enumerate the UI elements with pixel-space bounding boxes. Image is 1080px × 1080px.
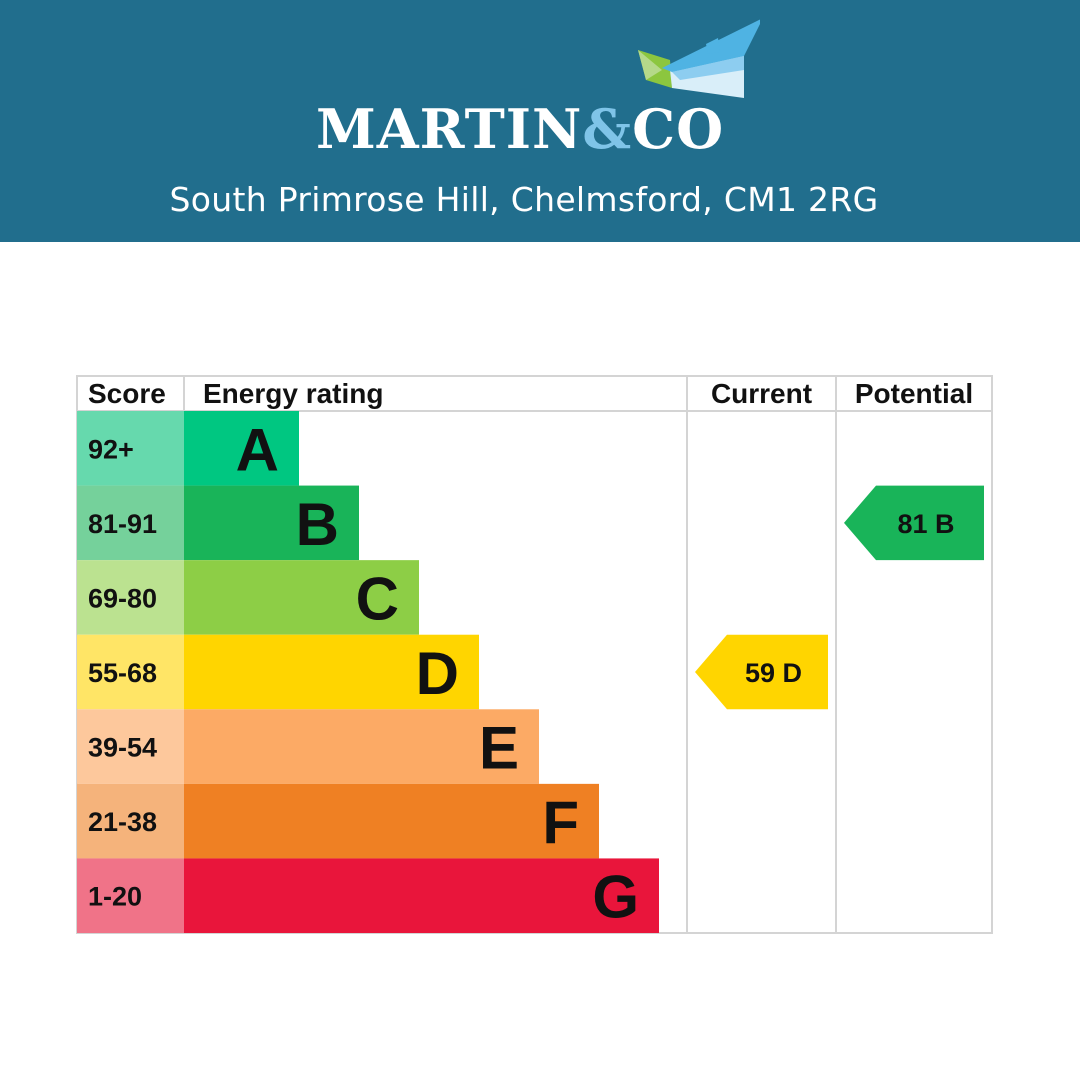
band-bar-c	[184, 560, 419, 635]
band-letter-e: E	[479, 715, 519, 782]
band-bar-f	[184, 783, 599, 859]
score-label-g: 1-20	[88, 882, 142, 912]
brand-ampersand: &	[582, 97, 632, 160]
score-label-a: 92+	[88, 434, 134, 464]
band-letter-g: G	[592, 864, 639, 931]
score-label-c: 69-80	[88, 583, 157, 613]
header-banner: MARTIN&CO South Primrose Hill, Chelmsfor…	[0, 0, 1080, 242]
band-bar-d	[184, 634, 479, 710]
header-current: Current	[711, 378, 812, 409]
band-bar-a	[184, 411, 299, 486]
svg-text:MARTIN&CO: MARTIN&CO	[316, 97, 724, 160]
current-rating-label: 59 D	[745, 658, 802, 688]
band-bar-b	[184, 485, 359, 561]
score-cell-e	[77, 709, 184, 784]
band-letter-d: D	[416, 640, 459, 707]
score-label-f: 21-38	[88, 807, 157, 837]
potential-rating-arrow	[844, 485, 984, 561]
header-energy-rating: Energy rating	[203, 378, 383, 409]
property-address: South Primrose Hill, Chelmsford, CM1 2RG	[169, 180, 879, 219]
brand-text-martin: MARTIN	[316, 97, 582, 160]
house-roof-icon	[638, 19, 760, 98]
score-label-b: 81-91	[88, 509, 157, 539]
score-label-d: 55-68	[88, 658, 157, 688]
band-letter-a: A	[236, 416, 279, 483]
brand-text-co: CO	[632, 97, 724, 160]
band-letter-c: C	[356, 565, 399, 632]
header-potential: Potential	[855, 378, 973, 409]
score-cell-a	[77, 411, 184, 486]
score-cell-b	[77, 485, 184, 561]
score-cell-f	[77, 783, 184, 859]
band-bar-e	[184, 709, 539, 784]
band-bar-g	[184, 858, 659, 933]
potential-rating-label: 81 B	[897, 509, 954, 539]
score-cell-d	[77, 634, 184, 710]
score-cell-g	[77, 858, 184, 933]
score-cell-c	[77, 560, 184, 635]
band-letter-b: B	[296, 491, 339, 558]
score-label-e: 39-54	[88, 733, 157, 763]
band-letter-f: F	[542, 789, 579, 856]
header-score: Score	[88, 378, 166, 409]
martin-and-co-logo: MARTIN&CO	[316, 19, 760, 160]
current-rating-arrow	[695, 634, 828, 710]
